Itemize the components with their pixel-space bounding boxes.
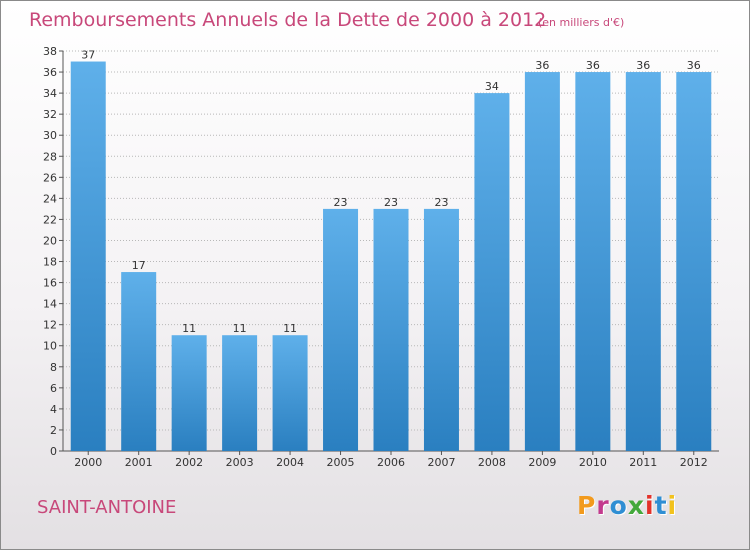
y-tick-label: 22 (43, 213, 57, 226)
data-label: 37 (81, 49, 95, 62)
data-label: 23 (334, 196, 348, 209)
y-tick-label: 34 (43, 87, 57, 100)
y-tick-label: 36 (43, 66, 57, 79)
data-label: 23 (434, 196, 448, 209)
y-tick-label: 38 (43, 45, 57, 58)
x-tick-label: 2012 (680, 456, 708, 469)
y-tick-label: 30 (43, 129, 57, 142)
data-label: 36 (687, 59, 701, 72)
bar (272, 335, 308, 451)
bar (676, 72, 712, 451)
data-label: 36 (636, 59, 650, 72)
bar (474, 93, 510, 452)
y-tick-label: 24 (43, 192, 57, 205)
bar (323, 208, 359, 451)
data-label: 34 (485, 80, 499, 93)
x-tick-label: 2005 (327, 456, 355, 469)
logo-letter: o (609, 491, 628, 520)
x-tick-label: 2008 (478, 456, 506, 469)
x-tick-label: 2004 (276, 456, 304, 469)
bar (70, 61, 106, 452)
data-label: 36 (535, 59, 549, 72)
bar (625, 72, 661, 451)
logo-letter: t (654, 491, 668, 520)
data-labels: 37 17 11 11 11 23 23 23 34 36 36 36 36 (81, 49, 701, 336)
bar (121, 272, 157, 451)
y-tick-label: 20 (43, 234, 57, 247)
bar (171, 335, 207, 451)
x-tick-label: 2009 (528, 456, 556, 469)
bar (373, 208, 409, 451)
bar (524, 72, 560, 451)
y-tick-label: 10 (43, 340, 57, 353)
data-label: 11 (233, 322, 247, 335)
y-tick-label: 18 (43, 256, 57, 269)
x-tick-label: 2001 (125, 456, 153, 469)
logo-letter: i (667, 491, 678, 520)
y-tick-label: 4 (50, 403, 57, 416)
data-label: 11 (182, 322, 196, 335)
y-tick-label: 2 (50, 424, 57, 437)
y-tick-label: 32 (43, 108, 57, 121)
logo-letter: r (596, 491, 610, 520)
x-tick-label: 2000 (74, 456, 102, 469)
y-tick-label: 12 (43, 319, 57, 332)
y-tick-label: 14 (43, 298, 57, 311)
x-tick-label: 2006 (377, 456, 405, 469)
logo-letter: P (577, 491, 597, 520)
bars (70, 61, 712, 452)
x-tick-label: 2002 (175, 456, 203, 469)
logo-letter: x (627, 491, 645, 520)
chart-subtitle: (en milliers d'€) (538, 16, 625, 29)
data-label: 36 (586, 59, 600, 72)
bar (222, 335, 258, 451)
proxiti-logo: Proxiti (577, 491, 677, 520)
bar (423, 208, 459, 451)
y-tick-label: 6 (50, 382, 57, 395)
logo-letter: i (645, 491, 655, 520)
data-label: 23 (384, 196, 398, 209)
x-tick-labels: 2000 2001 2002 2003 2004 2005 2006 2007 2008 2009… (74, 456, 708, 469)
bar (575, 72, 611, 451)
x-tick-label: 2010 (579, 456, 607, 469)
commune-name: SAINT-ANTOINE (37, 497, 177, 518)
chart-title: Remboursements Annuels de la Dette de 20… (29, 9, 547, 31)
y-tick-label: 8 (50, 361, 57, 374)
x-tick-label: 2003 (226, 456, 254, 469)
data-label: 11 (283, 322, 297, 335)
y-tick-label: 28 (43, 150, 57, 163)
data-label: 17 (132, 259, 146, 272)
x-tick-label: 2011 (629, 456, 657, 469)
y-tick-label: 0 (50, 445, 57, 458)
x-tick-label: 2007 (427, 456, 455, 469)
y-tick-label: 16 (43, 277, 57, 290)
y-tick-label: 26 (43, 171, 57, 184)
